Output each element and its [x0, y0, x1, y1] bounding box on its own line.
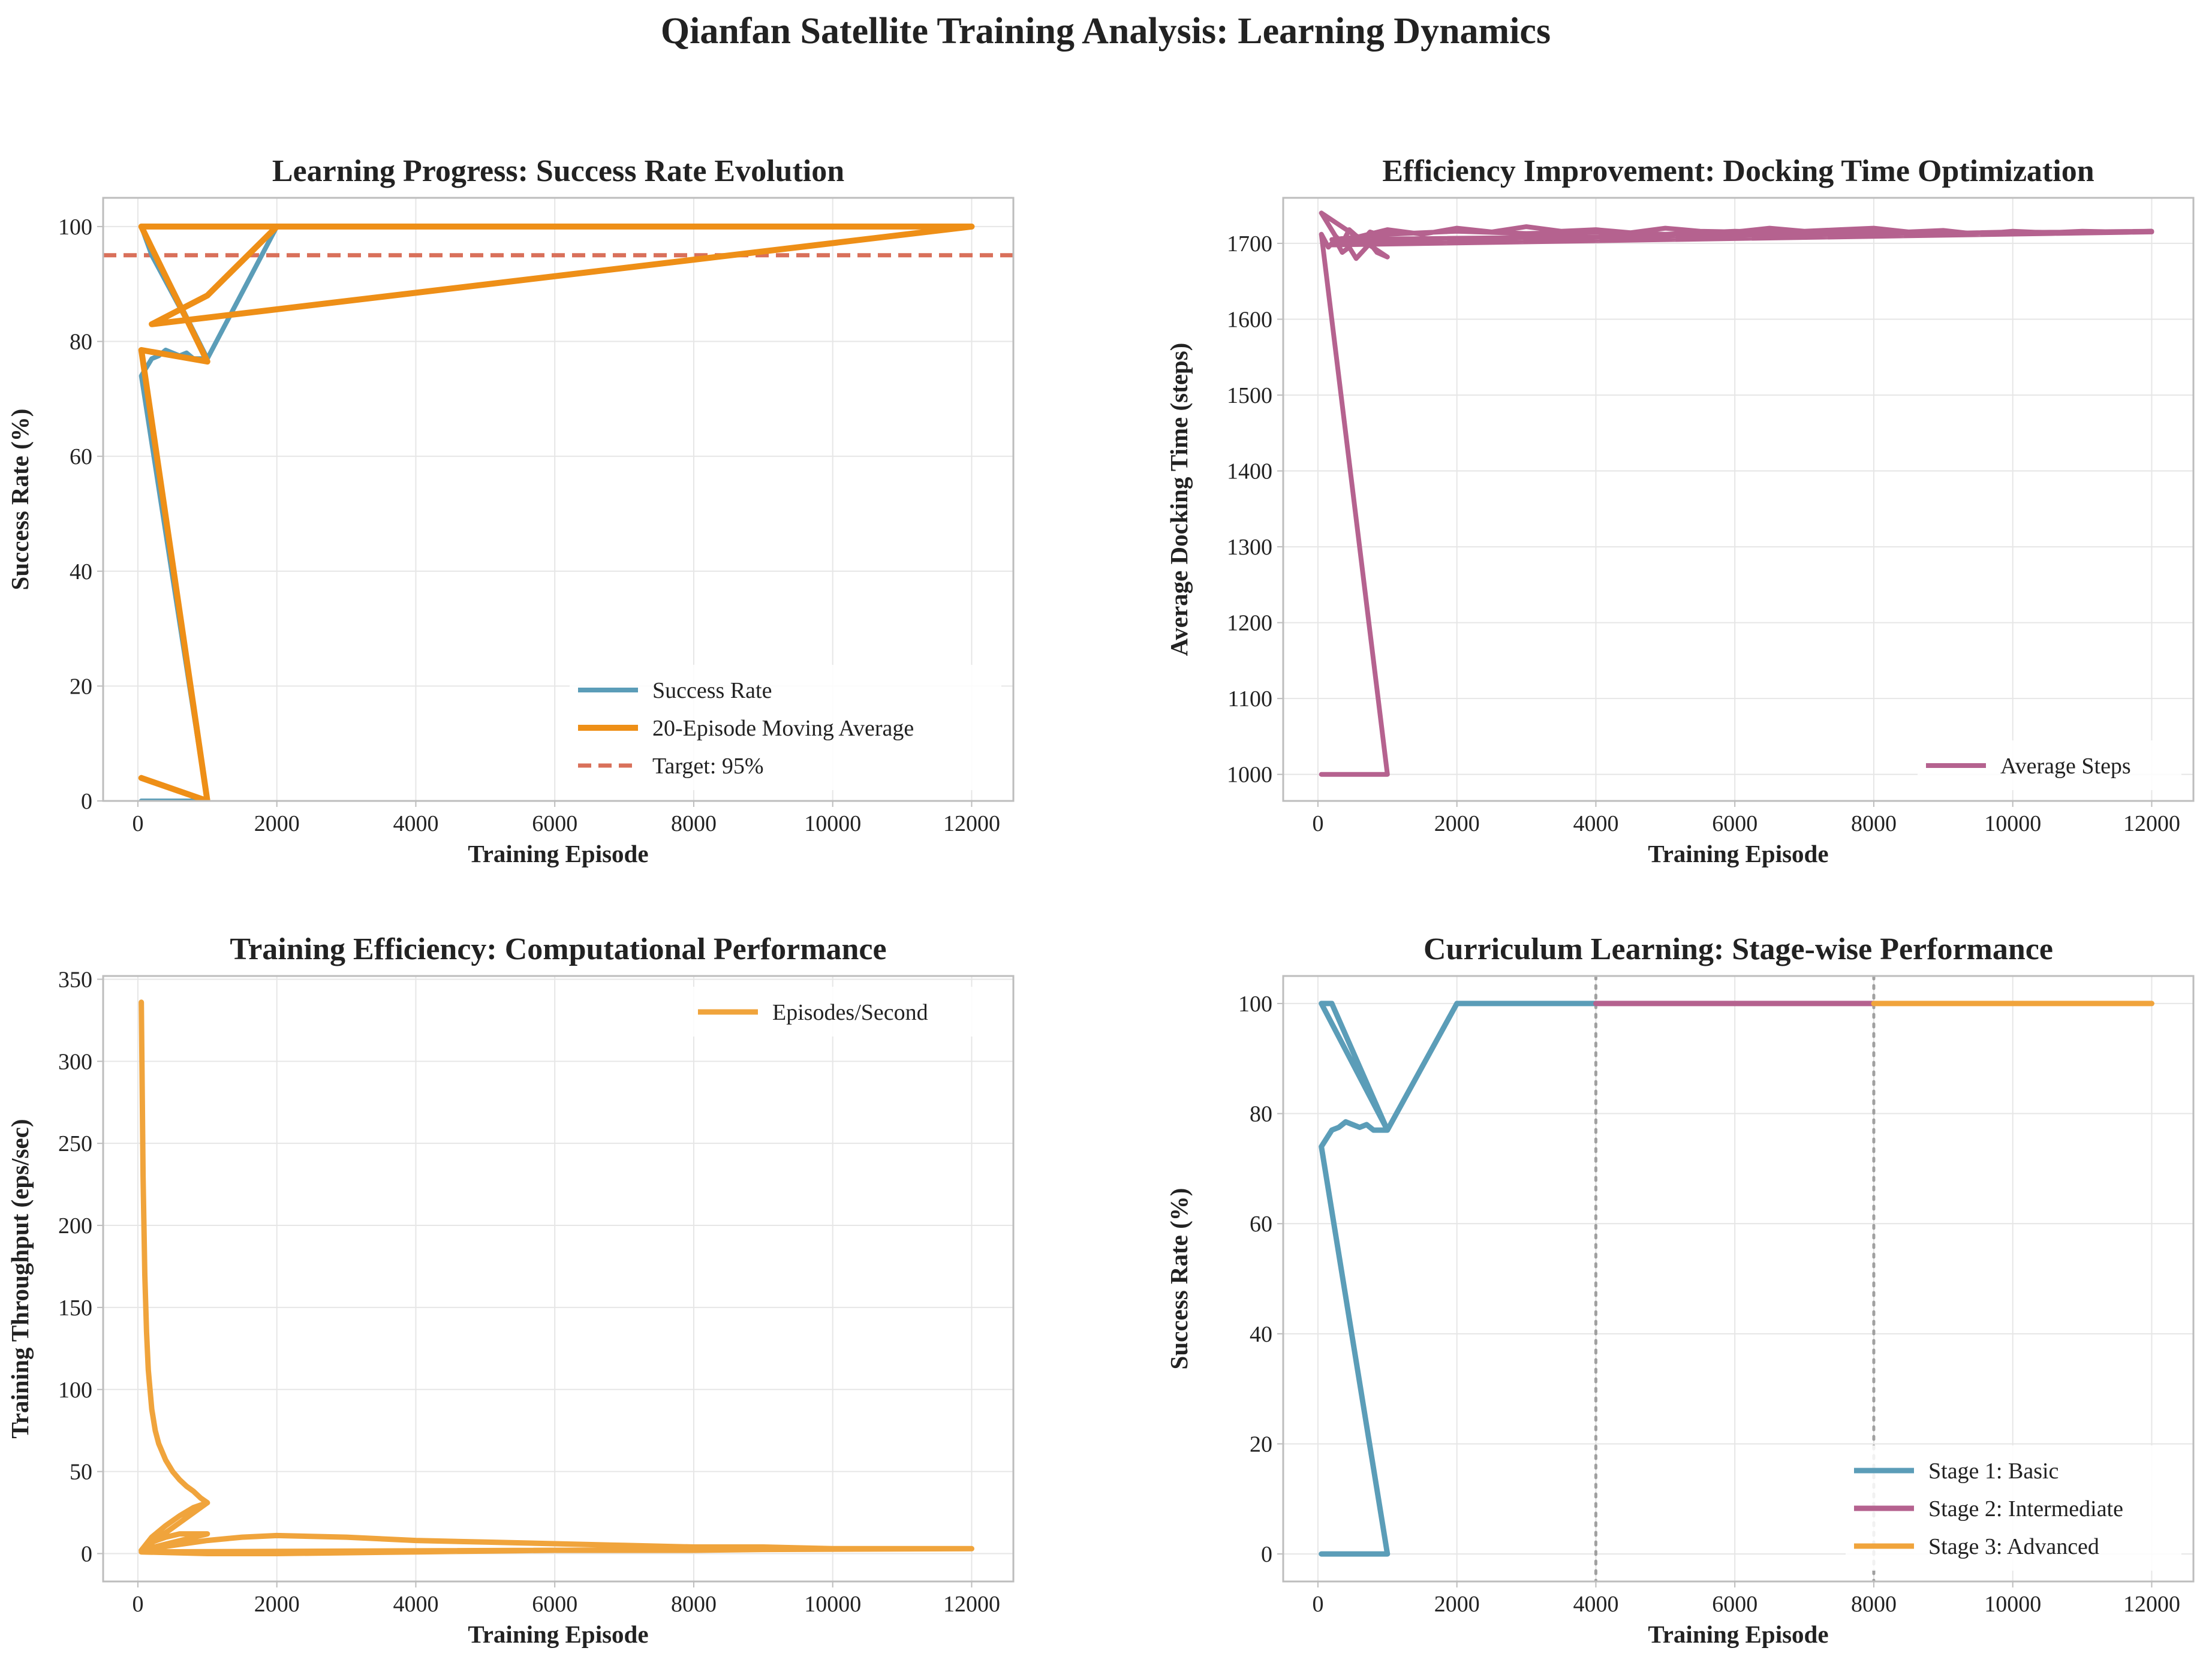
plot-area [103, 223, 1013, 801]
axes-frame [102, 975, 1015, 1583]
x-axis-label: Training Episode [1648, 840, 1828, 867]
y-tick-label: 60 [1250, 1212, 1272, 1237]
axes-frame [1282, 197, 2195, 802]
y-tick-label: 0 [81, 789, 92, 814]
plot-area [1319, 976, 2154, 1581]
y-tick-label: 1200 [1227, 611, 1272, 636]
x-tick-label: 8000 [671, 1592, 717, 1617]
legend: Stage 1: Basic Stage 2: Intermediate Stage… [1846, 1445, 2181, 1571]
x-tick-label: 2000 [1434, 811, 1480, 836]
y-tick-label: 1100 [1227, 686, 1272, 712]
plot-area [139, 999, 974, 1556]
x-tick-label: 6000 [532, 811, 577, 836]
y-tick-label: 80 [70, 330, 92, 355]
series-line-1 [1319, 210, 2154, 777]
x-tick-label: 10000 [804, 811, 861, 836]
x-tick-label: 12000 [2123, 811, 2180, 836]
x-tick-label: 2000 [254, 1592, 300, 1617]
x-tick-label: 0 [132, 1592, 143, 1617]
legend-label: Stage 3: Advanced [1928, 1534, 2099, 1559]
series-line-1 [1319, 1001, 1599, 1557]
x-axis-label: Training Episode [1648, 1620, 1828, 1648]
plot-area [1319, 210, 2154, 777]
panel-3: 0 2000 4000 6000 8000 10000 12000 0 50 100 150 200 2… [6, 932, 1015, 1648]
x-tick-label: 10000 [1984, 811, 2041, 836]
legend-label: Stage 2: Intermediate [1928, 1496, 2123, 1522]
y-tick-label: 300 [58, 1049, 92, 1074]
x-tick-label: 2000 [1434, 1592, 1480, 1617]
panel-4: 0 2000 4000 6000 8000 10000 12000 0 20 40 60 80 100 C… [1165, 932, 2195, 1648]
y-tick-label: 100 [58, 215, 92, 240]
axes-frame [102, 197, 1015, 802]
legend-label: Stage 1: Basic [1928, 1459, 2058, 1484]
y-tick-label: 0 [1261, 1542, 1272, 1567]
x-tick-label: 4000 [393, 1592, 438, 1617]
figure-title: Qianfan Satellite Training Analysis: Lea… [661, 11, 1551, 52]
y-tick-label: 100 [1238, 992, 1272, 1017]
y-tick-label: 40 [70, 559, 92, 585]
y-tick-label: 150 [58, 1296, 92, 1321]
y-tick-label: 200 [58, 1213, 92, 1239]
x-tick-label: 8000 [1851, 1592, 1897, 1617]
panel-title: Training Efficiency: Computational Perfo… [230, 932, 886, 966]
x-tick-label: 0 [1312, 811, 1323, 836]
x-tick-label: 8000 [671, 811, 717, 836]
legend-label: Target: 95% [652, 754, 764, 779]
panel-2: 0 2000 4000 6000 8000 10000 12000 1000 1100 1200 1… [1165, 154, 2195, 867]
legend-box [570, 665, 1001, 790]
y-tick-label: 50 [70, 1460, 92, 1485]
x-tick-label: 6000 [1712, 811, 1757, 836]
y-tick-label: 1500 [1227, 383, 1272, 408]
x-tick-label: 10000 [1984, 1592, 2041, 1617]
series-line-1 [139, 999, 974, 1556]
y-tick-label: 40 [1250, 1322, 1272, 1347]
x-tick-label: 8000 [1851, 811, 1897, 836]
panel-title: Curriculum Learning: Stage-wise Performa… [1423, 932, 2053, 966]
y-tick-label: 250 [58, 1131, 92, 1156]
legend-label: Episodes/Second [772, 1000, 928, 1025]
x-tick-label: 12000 [2123, 1592, 2180, 1617]
x-tick-label: 6000 [532, 1592, 577, 1617]
x-tick-label: 4000 [1573, 811, 1618, 836]
series-line-2 [138, 223, 975, 801]
y-tick-label: 20 [1250, 1432, 1272, 1457]
y-tick-label: 0 [81, 1541, 92, 1566]
x-axis-label: Training Episode [468, 840, 648, 867]
x-axis-label: Training Episode [468, 1620, 648, 1648]
y-tick-label: 1700 [1227, 231, 1272, 257]
x-tick-label: 2000 [254, 811, 300, 836]
y-tick-label: 1600 [1227, 307, 1272, 332]
y-tick-label: 100 [58, 1378, 92, 1403]
y-tick-label: 20 [70, 674, 92, 699]
y-tick-label: 80 [1250, 1102, 1272, 1127]
y-tick-label: 1300 [1227, 535, 1272, 560]
axes-frame [1282, 975, 2195, 1583]
legend-label: Success Rate [652, 678, 772, 703]
y-tick-label: 60 [70, 444, 92, 469]
x-tick-label: 12000 [943, 811, 1000, 836]
legend: Episodes/Second [690, 987, 1001, 1037]
x-tick-label: 6000 [1712, 1592, 1757, 1617]
legend: Average Steps [1918, 740, 2181, 790]
y-tick-label: 1000 [1227, 763, 1272, 788]
y-axis-label: Success Rate (%) [1165, 1188, 1193, 1370]
x-tick-label: 0 [132, 811, 143, 836]
x-tick-label: 10000 [804, 1592, 861, 1617]
x-tick-label: 12000 [943, 1592, 1000, 1617]
x-tick-label: 4000 [393, 811, 438, 836]
y-tick-label: 350 [58, 967, 92, 992]
y-axis-label: Training Throughput (eps/sec) [6, 1119, 34, 1438]
x-tick-label: 4000 [1573, 1592, 1618, 1617]
panel-1: 0 2000 4000 6000 8000 10000 12000 0 20 40 60 80 100 L… [6, 154, 1015, 867]
legend: Success Rate 20-Episode Moving Average Tar… [570, 665, 1001, 790]
panel-title: Efficiency Improvement: Docking Time Opt… [1382, 154, 2094, 188]
panel-title: Learning Progress: Success Rate Evolutio… [272, 154, 844, 188]
y-axis-label: Average Docking Time (steps) [1165, 343, 1193, 656]
y-axis-label: Success Rate (%) [6, 409, 34, 591]
legend-label: Average Steps [2000, 754, 2131, 779]
y-tick-label: 1400 [1227, 459, 1272, 484]
x-tick-label: 0 [1312, 1592, 1323, 1617]
legend-label: 20-Episode Moving Average [652, 716, 914, 741]
